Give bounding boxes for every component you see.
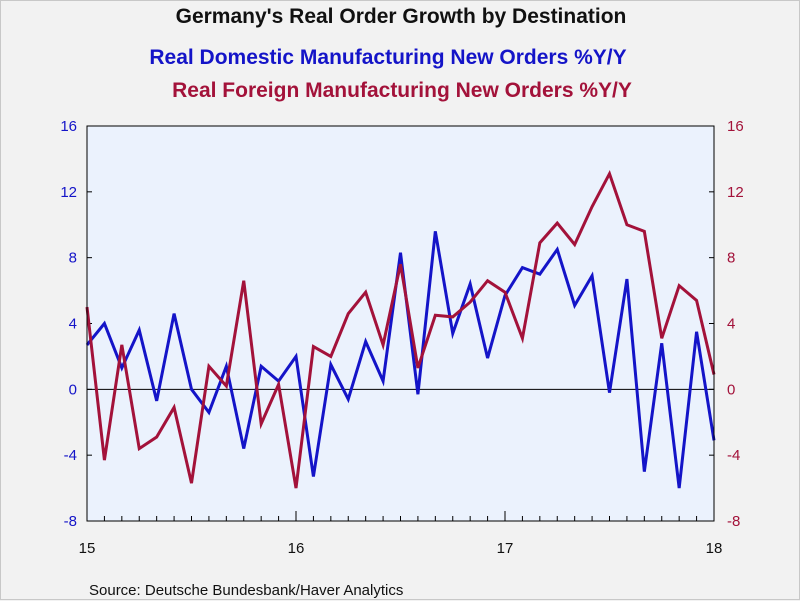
x-tick-label: 18	[706, 540, 723, 557]
y-left-tick-label: -4	[64, 447, 77, 464]
y-right-tick-label: 4	[727, 316, 735, 333]
y-right-tick-label: 12	[727, 184, 744, 201]
y-right-tick-label: 16	[727, 118, 744, 135]
y-right-tick-label: -8	[727, 513, 740, 530]
y-right-tick-label: -4	[727, 447, 740, 464]
y-left-tick-label: 12	[60, 184, 77, 201]
y-left-tick-label: 16	[60, 118, 77, 135]
y-right-tick-label: 8	[727, 250, 735, 267]
y-right-tick-label: 0	[727, 381, 735, 398]
x-tick-label: 15	[79, 540, 96, 557]
series-line-foreign	[85, 169, 716, 489]
y-left-tick-label: 4	[69, 316, 77, 333]
x-tick-label: 17	[497, 540, 514, 557]
plot-area	[86, 125, 715, 522]
series-lines	[85, 125, 716, 522]
y-left-tick-label: 8	[69, 250, 77, 267]
x-tick-label: 16	[288, 540, 305, 557]
series-line-domestic	[85, 231, 716, 489]
y-left-tick-label: 0	[69, 381, 77, 398]
chart-title: Germany's Real Order Growth by Destinati…	[176, 5, 627, 28]
series-label-domestic: Real Domestic Manufacturing New Orders %…	[149, 46, 626, 69]
series-label-foreign: Real Foreign Manufacturing New Orders %Y…	[172, 79, 632, 102]
y-left-tick-label: -8	[64, 513, 77, 530]
plot-border	[86, 125, 715, 522]
source-note: Source: Deutsche Bundesbank/Haver Analyt…	[89, 582, 403, 599]
